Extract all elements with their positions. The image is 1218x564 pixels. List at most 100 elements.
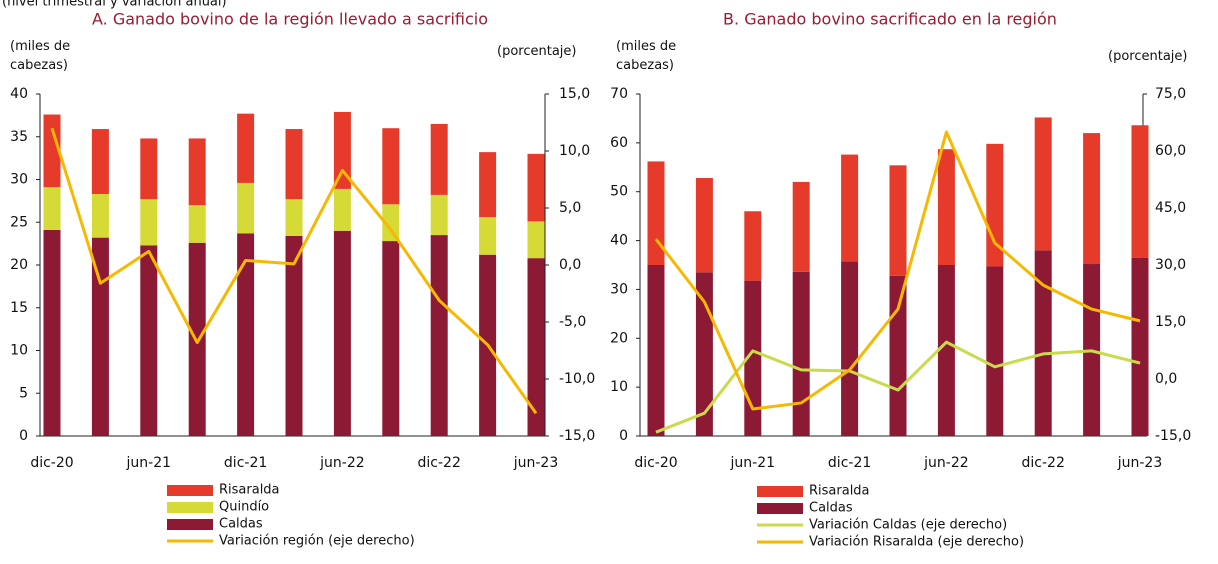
bar-segment [527,221,545,259]
bar-segment [285,199,303,236]
y2-tick-label: 10,0 [559,143,590,159]
y-tick-label: 70 [610,86,628,102]
legend-label: Variación Caldas (eje derecho) [809,518,1007,533]
bar-segment [140,245,158,436]
x-tick-label: jun-22 [923,455,969,471]
bar-segment [841,261,859,436]
y-tick-label: 20 [10,257,28,273]
y-tick-label: 25 [10,214,28,230]
legend-label: Variación región (eje derecho) [219,534,415,549]
y-tick-label: 30 [10,172,28,188]
legend-swatch [167,519,213,530]
x-tick-label: dic-22 [418,455,461,471]
bar-segment [382,241,400,436]
legend-label: Variación Risaralda (eje derecho) [809,535,1024,550]
bar-segment [140,138,158,200]
y-tick-label: 10 [610,379,628,395]
x-tick-label: dic-22 [1022,455,1065,471]
bar-segment [333,188,351,231]
bar-segment [841,154,859,262]
x-tick-label: jun-21 [126,455,172,471]
y-tick-label: 0 [619,428,628,444]
bar-segment [479,152,497,218]
y2-axis-label: (porcentaje) [497,44,577,59]
bar-segment [382,128,400,205]
bar-segment [430,123,448,195]
bar-segment [237,113,255,183]
y-tick-label: 50 [610,184,628,200]
bar-segment [1034,250,1052,436]
bar-segment [237,233,255,436]
y-axis-label: (miles de cabezas) [10,39,71,73]
x-tick-label: dic-20 [30,455,73,471]
bar-segment [695,178,713,273]
y2-tick-label: 0,0 [1155,371,1177,387]
bar-segment [140,199,158,246]
y-tick-label: 5 [19,385,28,401]
y-tick-label: 35 [10,129,28,145]
legend-swatch [167,502,213,513]
bar-segment [91,194,109,238]
legend-label: Risaralda [809,484,870,499]
line-series [654,130,1141,411]
bar-segment [1034,117,1052,251]
bar-segment [382,204,400,242]
y2-tick-label: -15,0 [559,428,595,444]
y2-tick-label: 15,0 [559,86,590,102]
x-tick-label: jun-22 [319,455,365,471]
bar-segment [333,111,351,189]
bar-segment [43,114,61,188]
bar-segment [43,229,61,436]
y2-tick-label: 45,0 [1155,200,1186,216]
legend-swatch [757,503,803,514]
bar-segment [1131,257,1149,436]
y2-tick-label: 30,0 [1155,257,1186,273]
y-tick-label: 10 [10,343,28,359]
y-axis-label: (miles de cabezas) [616,39,677,73]
bar-segment [527,258,545,436]
bar-segment [430,235,448,436]
y2-tick-label: 5,0 [559,200,581,216]
legend-label: Caldas [809,501,853,516]
x-tick-label: dic-21 [828,455,871,471]
bar-segment [792,271,810,436]
legend-swatch [167,485,213,496]
chart-title: A. Ganado bovino de la región llevado a … [92,10,488,29]
bar-segment [986,266,1004,436]
bar-segment [647,265,665,436]
y2-tick-label: -10,0 [559,371,595,387]
bar-segment [792,181,810,272]
bar-segment [188,205,206,243]
bar-segment [744,211,762,281]
line-series [50,127,538,415]
y-tick-label: 15 [10,300,28,316]
bar-segment [285,129,303,200]
bar-segment [527,153,545,222]
y-tick-label: 30 [610,281,628,297]
subtitle: (nivel trimestral y variación anual) [2,0,227,10]
bar-segment [937,149,955,265]
chart-title: B. Ganado bovino sacrificado en la regió… [723,10,1057,29]
y2-tick-label: -5,0 [559,314,586,330]
bar-segment [647,161,665,265]
y2-axis-label: (porcentaje) [1108,49,1188,64]
bar-segment [188,138,206,206]
bar-segment [91,237,109,436]
x-tick-label: dic-20 [634,455,677,471]
y-tick-label: 20 [610,330,628,346]
x-tick-label: jun-21 [730,455,776,471]
bar-segment [430,194,448,236]
legend-label: Quindío [219,500,269,515]
x-tick-label: jun-23 [1117,455,1163,471]
bar-segment [1131,125,1149,258]
bar-segment [333,230,351,436]
bar-segment [43,187,61,230]
bar-segment [889,275,907,436]
y2-tick-label: 15,0 [1155,314,1186,330]
legend-label: Caldas [219,517,263,532]
y2-tick-label: 75,0 [1155,86,1186,102]
y2-tick-label: 60,0 [1155,143,1186,159]
bar-segment [1083,133,1101,265]
bar-segment [237,182,255,234]
